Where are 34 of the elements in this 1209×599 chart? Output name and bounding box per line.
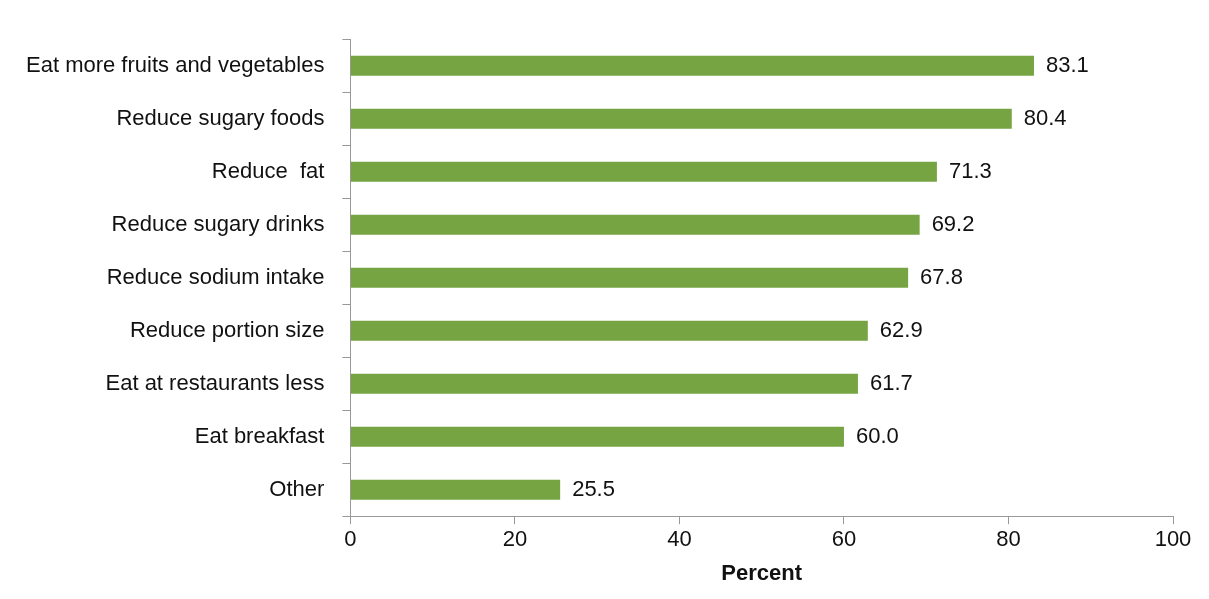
data-label: 60.0 <box>855 422 899 448</box>
data-label: 61.7 <box>869 369 913 395</box>
y-tick-label: Reduce sugary drinks <box>111 210 325 236</box>
bar <box>350 479 561 500</box>
bar <box>350 320 868 341</box>
y-tick-label: Eat breakfast <box>194 422 325 448</box>
y-tick-label: Reduce sodium intake <box>106 263 325 289</box>
data-label: 80.4 <box>1023 104 1067 130</box>
bar <box>350 267 909 288</box>
bar <box>350 426 844 447</box>
x-tick-label: 100 <box>1154 526 1192 552</box>
bar <box>350 108 1012 129</box>
x-axis-title: Percent <box>721 559 803 585</box>
bar <box>350 373 858 394</box>
x-tick-label: 0 <box>344 526 357 552</box>
x-tick-label: 20 <box>502 526 528 552</box>
y-tick-label: Eat more fruits and vegetables <box>26 51 325 77</box>
bar <box>350 55 1034 76</box>
data-label: 71.3 <box>948 157 992 183</box>
data-label: 69.2 <box>931 210 975 236</box>
data-label: 62.9 <box>879 316 923 342</box>
x-tick-label: 40 <box>667 526 692 552</box>
bar <box>350 214 920 235</box>
y-tick-label: Eat at restaurants less <box>105 369 325 395</box>
x-tick-label: 60 <box>831 526 857 552</box>
y-tick-label: Other <box>269 475 325 501</box>
bar <box>350 161 937 182</box>
y-tick-label: Reduce fat <box>211 157 325 183</box>
data-label: 25.5 <box>572 475 615 501</box>
data-label: 67.8 <box>920 263 963 289</box>
y-tick-label: Reduce portion size <box>129 316 325 342</box>
x-tick-label: 80 <box>996 526 1021 552</box>
data-label: 83.1 <box>1045 51 1089 77</box>
y-tick-label: Reduce sugary foods <box>116 104 325 130</box>
